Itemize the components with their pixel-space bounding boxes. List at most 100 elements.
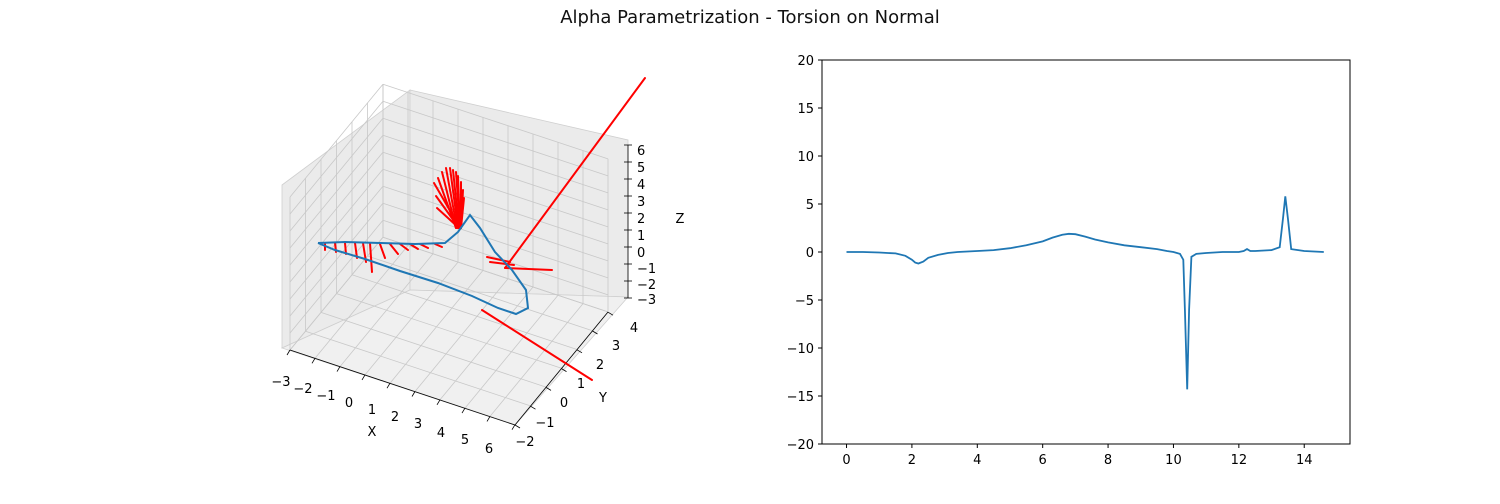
x-tick-labels: −3 −2 −1 0 1 2 3 4 5 6 xyxy=(271,375,493,457)
y-tick-mark xyxy=(592,330,598,335)
chart-2d: 0 2 4 6 8 10 12 14 −20 −15 −10 −5 0 5 10 15 20 xyxy=(787,54,1351,468)
x-tick-label: 14 xyxy=(1296,453,1313,468)
y-tick-label: 1 xyxy=(577,377,585,392)
grid-line xyxy=(289,236,384,351)
y-tick-labels-2d: −20 −15 −10 −5 0 5 10 15 20 xyxy=(787,54,814,453)
y-tick-label: 5 xyxy=(806,198,814,213)
grid-line xyxy=(320,312,547,388)
grid-line xyxy=(382,151,609,228)
y-tick-label: 4 xyxy=(630,321,638,336)
grid-line xyxy=(336,293,562,369)
normal-vector xyxy=(486,256,511,263)
x-tick-labels-2d: 0 2 4 6 8 10 12 14 xyxy=(842,453,1312,468)
y-tick-label: 0 xyxy=(560,396,568,411)
z-tick-labels: −3 −2 −1 0 1 2 3 4 5 6 xyxy=(637,144,656,308)
grid-line xyxy=(382,219,609,296)
x-tick-mark xyxy=(286,349,291,356)
grid-line xyxy=(367,255,593,332)
y-tick-mark xyxy=(530,405,536,410)
z-tick-label: −3 xyxy=(637,293,656,308)
y-tick-label: −1 xyxy=(535,416,554,431)
y-tick-label: 15 xyxy=(797,102,814,117)
x-tick-label: −3 xyxy=(271,375,290,390)
normal-vector xyxy=(452,169,460,229)
normal-vector xyxy=(436,207,460,229)
normal-vectors xyxy=(324,77,646,381)
chart-3d: −3 −2 −1 0 1 2 3 4 5 6 X −2 −1 0 1 2 3 4 xyxy=(271,77,685,457)
y-tick-label: −20 xyxy=(787,438,814,453)
normal-vector xyxy=(489,261,515,266)
x-tick-label: 8 xyxy=(1104,453,1112,468)
x-tick-label: 12 xyxy=(1231,453,1248,468)
plot-frame xyxy=(821,59,1351,445)
grid-line xyxy=(289,100,384,215)
grid-line xyxy=(382,202,609,279)
ticks-3d xyxy=(286,144,632,430)
grid-line xyxy=(382,100,609,177)
normal-vector xyxy=(369,242,373,273)
x-tick-label: 10 xyxy=(1165,453,1182,468)
y-tick-label: 10 xyxy=(797,150,814,165)
normal-vector xyxy=(435,195,460,229)
grid-line xyxy=(289,168,384,283)
normal-vector xyxy=(399,243,409,251)
normal-vector xyxy=(460,197,465,229)
normal-vector xyxy=(389,243,399,255)
grid-line xyxy=(289,151,384,266)
y-tick-label: 2 xyxy=(596,358,604,373)
grid-line xyxy=(382,236,609,313)
x-tick-label: 5 xyxy=(461,433,469,448)
y-tick-mark xyxy=(514,424,521,429)
normal-vector xyxy=(379,243,386,259)
z-axis-label: Z xyxy=(676,212,685,227)
grid-line xyxy=(382,185,609,262)
x-tick-label: 0 xyxy=(842,453,850,468)
x-tick-label: 1 xyxy=(368,403,376,418)
curve-3d xyxy=(317,213,530,316)
grid-line xyxy=(289,202,384,317)
x-tick-mark xyxy=(336,366,341,372)
grid-line xyxy=(289,134,384,249)
grid-line xyxy=(382,168,609,245)
y-tick-mark xyxy=(545,387,552,391)
y-tick-mark xyxy=(576,349,583,354)
x-tick-label: 6 xyxy=(1039,453,1047,468)
y-axis-line xyxy=(514,311,609,426)
x-tick-mark xyxy=(386,382,391,389)
y-tick-label: −10 xyxy=(787,342,814,357)
normal-vector xyxy=(449,167,459,229)
x-tick-label: 3 xyxy=(414,417,422,432)
z-tick-label: −2 xyxy=(637,278,656,293)
z-tick-label: −1 xyxy=(637,262,656,277)
torsion-line xyxy=(846,196,1324,390)
y-tick-label: −2 xyxy=(515,435,534,450)
x-tick-label: 2 xyxy=(391,410,399,425)
x-tick-label: −1 xyxy=(316,389,335,404)
x-tick-mark xyxy=(461,407,466,414)
x-tick-mark xyxy=(411,391,416,397)
grid-line xyxy=(382,134,609,211)
y-tick-label: 20 xyxy=(797,54,814,69)
x-tick-label: 4 xyxy=(973,453,981,468)
y-tick-label: 0 xyxy=(806,246,814,261)
ticks-2d xyxy=(818,59,1305,448)
y-tick-labels: −2 −1 0 1 2 3 4 xyxy=(515,321,638,450)
normal-vector xyxy=(504,267,553,271)
x-tick-label: −2 xyxy=(293,382,312,397)
grid-line xyxy=(351,274,578,350)
x-tick-label: 4 xyxy=(437,426,445,441)
y-tick-mark xyxy=(561,368,567,372)
x-tick-mark xyxy=(436,399,441,406)
x-tick-mark xyxy=(361,374,366,381)
figure-title: Alpha Parametrization - Torsion on Norma… xyxy=(560,7,940,28)
y-tick-label: −15 xyxy=(787,390,814,405)
x-tick-label: 2 xyxy=(908,453,916,468)
z-tick-label: 1 xyxy=(637,229,645,244)
z-tick-label: 6 xyxy=(637,144,645,159)
z-tick-label: 2 xyxy=(637,212,645,227)
normal-vector xyxy=(344,242,347,255)
grid-line xyxy=(289,83,384,198)
y-tick-mark xyxy=(607,311,614,316)
x-axis-line xyxy=(289,349,516,426)
